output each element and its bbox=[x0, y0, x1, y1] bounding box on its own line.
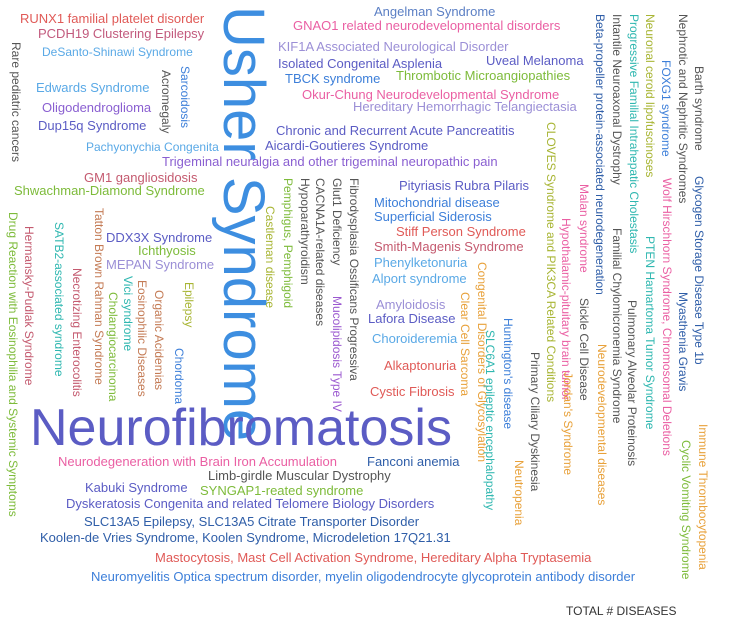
word-pap: Pulmonary Alveolar Proteinosis bbox=[625, 300, 639, 467]
word-mastocytosis: Mastocytosis, Mast Cell Activation Syndr… bbox=[155, 550, 592, 565]
word-alkaptonuria: Alkaptonuria bbox=[384, 358, 457, 373]
total-diseases-caption: TOTAL # DISEASES bbox=[566, 604, 677, 618]
word-ddx3x: DDX3X Syndrome bbox=[106, 230, 213, 245]
word-epilepsy: Epilepsy bbox=[182, 282, 196, 328]
word-choroideremia: Choroideremia bbox=[372, 331, 458, 346]
word-wolf: Wolf Hirschhorn Syndrome, Chromosomal De… bbox=[660, 178, 674, 456]
word-stiff-person: Stiff Person Syndrome bbox=[396, 224, 526, 239]
word-barth: Barth syndrome bbox=[692, 66, 706, 151]
word-itp: Immune Thrombocytopenia bbox=[696, 424, 710, 570]
word-syngap1: SYNGAP1-reated syndrome bbox=[200, 483, 364, 498]
word-glut1: Glut1 Deficiency bbox=[330, 178, 344, 266]
word-pcd: Primary Ciliary Dyskinesia bbox=[528, 352, 542, 492]
word-chordoma: Chordoma bbox=[172, 348, 186, 405]
word-gnao1: GNAO1 related neurodevelopmental disorde… bbox=[293, 18, 561, 33]
word-runx1: RUNX1 familial platelet disorder bbox=[20, 11, 205, 26]
word-cystic-fibrosis: Cystic Fibrosis bbox=[370, 384, 455, 399]
word-usher: Usher Syndrome bbox=[211, 6, 276, 442]
word-lafora: Lafora Disease bbox=[368, 311, 456, 326]
word-vici: Vici syndrome bbox=[121, 276, 135, 352]
word-nbia: Neurodegeneration with Brain Iron Accumu… bbox=[58, 454, 337, 469]
word-hermansky: Hermansky-Pudlak Syndrome bbox=[22, 226, 36, 386]
word-fcs: Familial Chylomicronemia Syndrome bbox=[610, 228, 624, 424]
word-mepan: MEPAN Syndrome bbox=[106, 257, 215, 272]
word-asplenia: Isolated Congenital Asplenia bbox=[278, 56, 443, 71]
word-mitochondrial: Mitochondrial disease bbox=[374, 195, 500, 210]
word-tatton-brown: Tatton Brown Rahman Syndrome bbox=[92, 208, 106, 385]
word-organic-acidemias: Organic Acidemias bbox=[152, 290, 166, 391]
word-pityriasis: Pityriasis Rubra Pilaris bbox=[399, 178, 530, 193]
word-hypoparathyroidism: Hypoparathyroidism bbox=[298, 178, 312, 285]
word-neutropenia: Neutropenia bbox=[512, 460, 526, 526]
word-myasthenia: Myasthenia Gravis bbox=[676, 292, 690, 392]
word-siderosis: Superficial Siderosis bbox=[374, 209, 492, 224]
word-dyskeratosis: Dyskeratosis Congenita and related Telom… bbox=[66, 496, 435, 511]
word-eosinophilic: Eosinophilic Diseases bbox=[135, 280, 149, 397]
word-cacna1a: CACNA1A-related diseases bbox=[313, 178, 327, 327]
word-ichthyosis: Ichthyosis bbox=[138, 243, 196, 258]
word-oligodendroglioma: Oligodendroglioma bbox=[42, 100, 152, 115]
word-slc13a5: SLC13A5 Epilepsy, SLC13A5 Citrate Transp… bbox=[84, 514, 420, 529]
word-uveal: Uveal Melanoma bbox=[486, 53, 584, 68]
word-ncl: Neuronal ceroid lipofuscinoses bbox=[643, 14, 657, 178]
word-dup15q: Dup15q Syndrome bbox=[38, 118, 147, 133]
word-okur-chung: Okur-Chung Neurodevelopmental Syndrome bbox=[302, 87, 560, 102]
word-rare-cancers: Rare pediatric cancers bbox=[9, 42, 23, 163]
word-pfic: Progressive Familial Intrahepatic Choles… bbox=[627, 14, 641, 254]
word-pcdh19: PCDH19 Clustering Epilepsy bbox=[38, 26, 205, 41]
word-lgmd: Limb-girdle Muscular Dystrophy bbox=[208, 468, 391, 483]
word-malan: Malan syndrome bbox=[577, 184, 591, 273]
word-shwachman: Shwachman-Diamond Syndrome bbox=[14, 183, 205, 198]
word-cdg: Congenital Disorders of Glycosylation bbox=[475, 262, 489, 463]
word-nmosd: Neuromyelitis Optica spectrum disorder, … bbox=[91, 569, 636, 584]
word-angelman: Angelman Syndrome bbox=[374, 4, 496, 19]
word-acromegaly: Acromegaly bbox=[159, 70, 173, 134]
word-pancreatitis: Chronic and Recurrent Acute Pancreatitis bbox=[276, 123, 515, 138]
word-pku: Phenylketonuria bbox=[374, 255, 468, 270]
word-neurodevelopmental: Neurodevelopmental diseases bbox=[595, 344, 609, 506]
word-nec: Necrotizing Enterocolitis bbox=[70, 268, 84, 397]
word-alport: Alport syndrome bbox=[372, 271, 467, 286]
word-thrombotic: Thrombotic Microangiopathies bbox=[396, 68, 571, 83]
word-sickle-cell: Sickle Cell Disease bbox=[577, 298, 591, 401]
word-fop: Fibrodysplasia Ossificans Progressiva bbox=[347, 178, 361, 381]
word-gm1: GM1 gangliosidosis bbox=[84, 170, 198, 185]
word-fanconi: Fanconi anemia bbox=[367, 454, 460, 469]
word-gsd1b: Glycogen Storage Disease Type 1b bbox=[692, 176, 706, 365]
word-cloves: CLOVES Syndrome and PIK3CA Related Condi… bbox=[544, 122, 558, 403]
word-slc6a1: SLC6A1 epileptic encephalopathy bbox=[483, 330, 497, 511]
word-desanto: DeSanto-Shinawi Syndrome bbox=[42, 45, 193, 59]
word-cyclic-vomiting: Cyclic Vomiting Syndrome bbox=[679, 440, 693, 580]
word-huntington: Huntington's disease bbox=[501, 318, 515, 430]
word-foxg1: FOXG1 syndrome bbox=[659, 60, 673, 157]
word-amyloidosis: Amyloidosis bbox=[376, 297, 446, 312]
word-bpan: Beta-propeller protein-associated neurod… bbox=[593, 14, 607, 295]
word-smith-magenis: Smith-Magenis Syndrome bbox=[374, 239, 524, 254]
word-satb2: SATB2-associated syndrome bbox=[52, 222, 66, 377]
word-mucolipidosis: Mucolipidosis Type IV bbox=[330, 296, 344, 412]
word-hht: Hereditary Hemorrhagic Telangiectasia bbox=[353, 99, 577, 114]
word-pemphigus: Pemphigus, Pemphigoid bbox=[281, 178, 295, 309]
word-dress: Drug Reaction with Eosinophilia and Syst… bbox=[6, 212, 20, 517]
word-nephrotic: Nephrotic and Nephritic Syndromes bbox=[676, 14, 690, 204]
word-koolen: Koolen-de Vries Syndrome, Koolen Syndrom… bbox=[40, 530, 451, 545]
word-aicardi: Aicardi-Goutieres Syndrome bbox=[265, 138, 429, 153]
word-jordans: Jordan's Syndrome bbox=[561, 372, 575, 476]
word-tbck: TBCK syndrome bbox=[285, 71, 381, 86]
word-kif1a: KIF1A Associated Neurological Disorder bbox=[278, 39, 509, 54]
word-neurofibromatosis: Neurofibromatosis bbox=[30, 399, 452, 457]
word-clear-cell: Clear Cell Sarcoma bbox=[458, 292, 472, 397]
word-sarcoidosis: Sarcoidosis bbox=[178, 66, 192, 129]
word-inad: Intantile Neuroaxonal Dystrophy bbox=[610, 14, 624, 185]
word-kabuki: Kabuki Syndrome bbox=[85, 480, 188, 495]
word-castleman: Castleman disease bbox=[263, 206, 277, 309]
word-hypothalamic: Hypothalamic-pituitary brain tumor bbox=[559, 218, 573, 401]
word-edwards: Edwards Syndrome bbox=[36, 80, 150, 95]
word-trigeminal: Trigeminal neuralgia and other trigemina… bbox=[162, 154, 498, 169]
word-cholangio: Cholangiocarcinoma bbox=[106, 292, 120, 402]
word-pten: PTEN Hamartoma Tumor Syndrome bbox=[643, 236, 657, 430]
word-pachyonychia: Pachyonychia Congenita bbox=[86, 140, 219, 154]
